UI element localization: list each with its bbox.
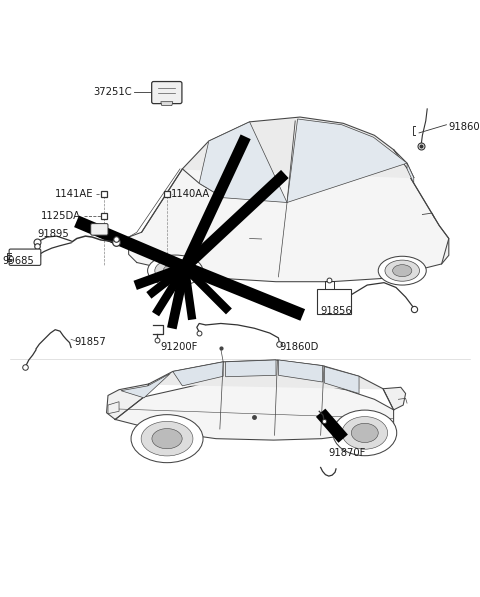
Text: 91856: 91856 bbox=[321, 306, 352, 316]
Polygon shape bbox=[407, 163, 414, 183]
Text: 1141AE: 1141AE bbox=[55, 189, 94, 199]
Ellipse shape bbox=[155, 259, 196, 282]
Ellipse shape bbox=[148, 255, 203, 286]
Ellipse shape bbox=[163, 264, 187, 278]
FancyBboxPatch shape bbox=[91, 224, 108, 235]
Polygon shape bbox=[182, 117, 414, 177]
Polygon shape bbox=[383, 387, 406, 410]
FancyBboxPatch shape bbox=[9, 249, 41, 266]
Text: 99685: 99685 bbox=[2, 256, 34, 266]
Polygon shape bbox=[137, 150, 449, 282]
Ellipse shape bbox=[152, 429, 182, 449]
Polygon shape bbox=[394, 150, 449, 264]
Ellipse shape bbox=[141, 421, 193, 456]
Ellipse shape bbox=[351, 423, 378, 442]
Polygon shape bbox=[121, 373, 170, 398]
Ellipse shape bbox=[333, 410, 396, 456]
Polygon shape bbox=[199, 122, 287, 202]
Ellipse shape bbox=[393, 264, 412, 276]
Polygon shape bbox=[173, 362, 223, 386]
Text: 91895: 91895 bbox=[37, 229, 69, 239]
Text: 1140AA: 1140AA bbox=[170, 189, 210, 199]
Ellipse shape bbox=[342, 417, 388, 449]
Text: 91200F: 91200F bbox=[161, 341, 198, 352]
Ellipse shape bbox=[378, 256, 426, 285]
Polygon shape bbox=[226, 360, 276, 377]
Polygon shape bbox=[108, 402, 119, 414]
Text: 91870F: 91870F bbox=[329, 448, 366, 458]
Polygon shape bbox=[287, 119, 407, 202]
Text: 91860D: 91860D bbox=[279, 341, 319, 352]
Polygon shape bbox=[278, 360, 323, 382]
Polygon shape bbox=[161, 101, 173, 106]
Text: 91857: 91857 bbox=[74, 337, 106, 347]
Polygon shape bbox=[115, 380, 394, 440]
Ellipse shape bbox=[385, 260, 420, 281]
Bar bbox=[317, 289, 351, 314]
Polygon shape bbox=[129, 169, 182, 263]
FancyBboxPatch shape bbox=[152, 82, 182, 104]
Polygon shape bbox=[324, 367, 359, 393]
Text: 1125DA: 1125DA bbox=[41, 211, 81, 221]
Text: 91860B: 91860B bbox=[449, 122, 480, 132]
Ellipse shape bbox=[131, 415, 203, 463]
Polygon shape bbox=[107, 384, 149, 420]
Text: 37251C: 37251C bbox=[94, 87, 132, 97]
Polygon shape bbox=[149, 360, 383, 389]
